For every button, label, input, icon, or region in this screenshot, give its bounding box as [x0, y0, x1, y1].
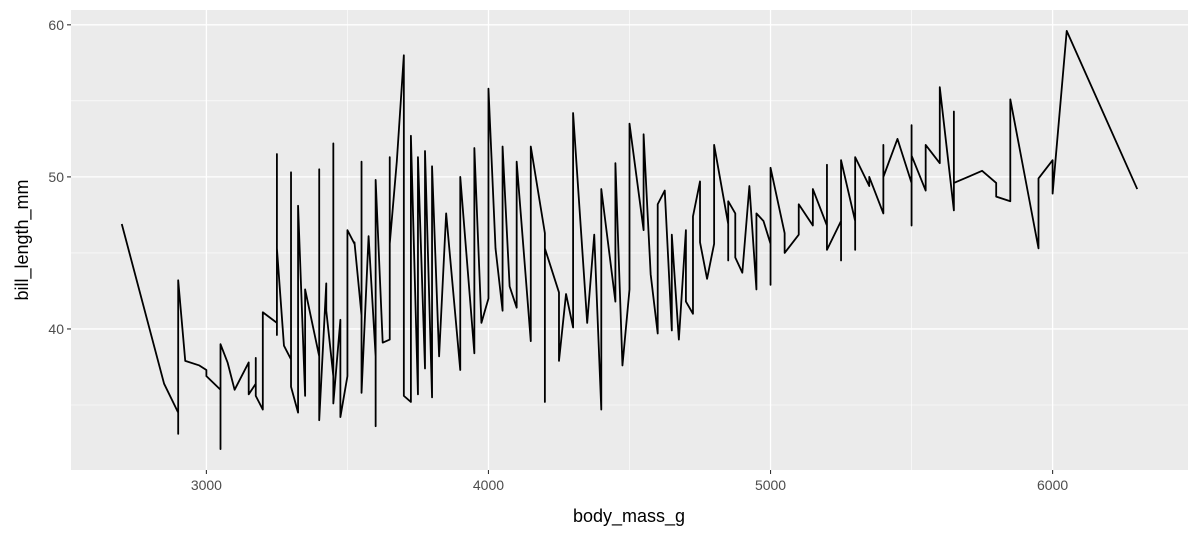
x-tick-label: 4000	[473, 477, 504, 493]
data-line	[120, 30, 1139, 450]
y-tick-label: 60	[48, 17, 64, 33]
y-tick-label: 50	[48, 169, 64, 185]
x-axis-title: body_mass_g	[573, 506, 685, 527]
x-tick-label: 3000	[191, 477, 222, 493]
y-tick-label: 40	[48, 321, 64, 337]
x-tick-label: 5000	[755, 477, 786, 493]
y-axis-title: bill_length_mm	[12, 179, 33, 300]
x-tick-label: 6000	[1037, 477, 1068, 493]
